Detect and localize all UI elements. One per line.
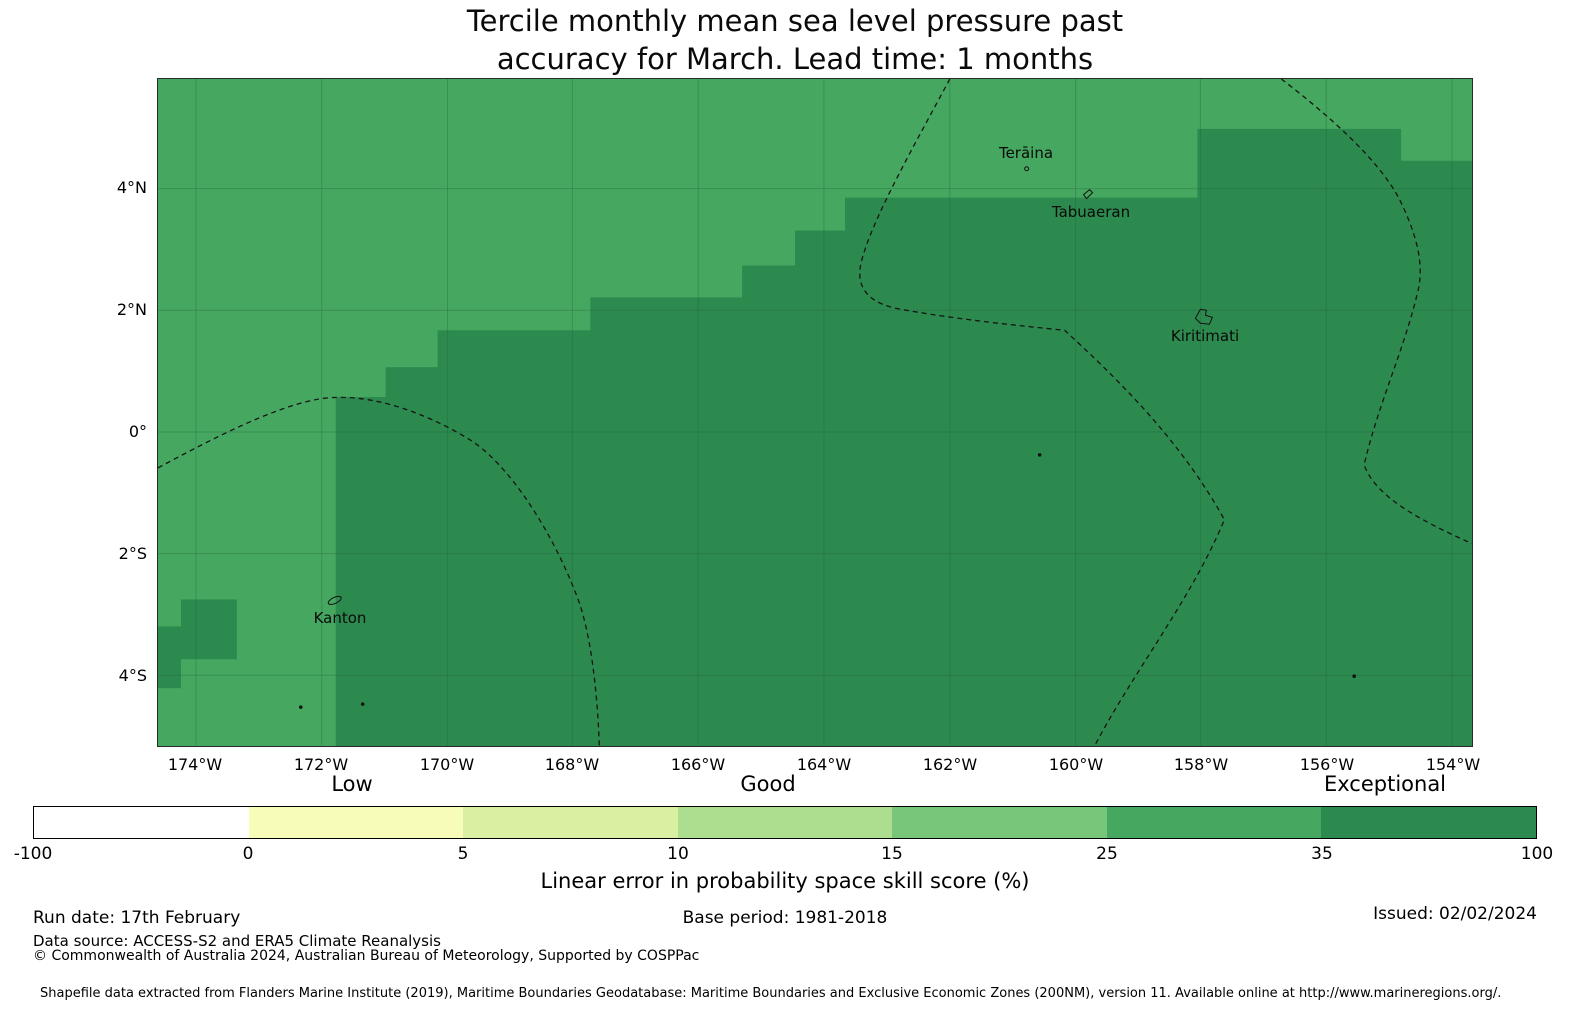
x-tick-162w: 162°W — [922, 755, 978, 774]
colorbar-segment-7 — [1321, 807, 1537, 838]
run-date-text: Run date: 17th February — [33, 908, 241, 928]
colorbar-segment-2 — [248, 807, 464, 838]
islet-dot — [360, 702, 365, 706]
islet-dot — [1352, 674, 1356, 679]
island-label-teraina: Terāina — [998, 144, 1054, 162]
x-tick-160w: 160°W — [1048, 755, 1104, 774]
x-tick-172w: 172°W — [293, 755, 349, 774]
island-label-kiritimati: Kiritimati — [1170, 327, 1240, 345]
qualitative-label-low: Low — [331, 772, 373, 796]
qualitative-label-exceptional: Exceptional — [1323, 772, 1447, 796]
skill-region-high-patch — [158, 626, 181, 689]
copyright-text: © Commonwealth of Australia 2024, Austra… — [33, 948, 700, 964]
y-tick-2s: 2°S — [118, 544, 147, 563]
x-tick-156w: 156°W — [1299, 755, 1355, 774]
colorbar-tick-15: 15 — [881, 844, 903, 864]
islet-dot — [298, 705, 303, 709]
gridlines — [158, 79, 1472, 746]
data-source-text: Data source: ACCESS-S2 and ERA5 Climate … — [33, 932, 441, 950]
x-tick-166w: 166°W — [670, 755, 726, 774]
island-label-tabuaeran: Tabuaeran — [1051, 203, 1131, 221]
skill-region-high — [335, 128, 1472, 746]
colorbar-tick-35: 35 — [1311, 844, 1333, 864]
skill-map: Terāina Tabuaeran Kiritimati Kanton — [157, 78, 1473, 747]
teraina-island-outline — [1024, 166, 1030, 172]
page-title: Tercile monthly mean sea level pressure … — [0, 2, 1590, 78]
x-tick-158w: 158°W — [1173, 755, 1229, 774]
colorbar-tick-10: 10 — [667, 844, 689, 864]
colorbar-tick-5: 5 — [457, 844, 469, 864]
kiritimati-island-outline — [1194, 308, 1214, 325]
x-tick-164w: 164°W — [796, 755, 852, 774]
base-period-text: Base period: 1981-2018 — [682, 908, 888, 928]
colorbar-caption: Linear error in probability space skill … — [540, 869, 1030, 893]
tabuaeran-island-outline — [1082, 188, 1094, 200]
x-tick-154w: 154°W — [1425, 755, 1481, 774]
colorbar-segment-3 — [463, 807, 678, 838]
eez-boundaries — [158, 79, 1472, 746]
skill-region-high-patch — [180, 599, 237, 660]
eez-boundary-central — [859, 79, 1226, 746]
colorbar-tick-0: 0 — [242, 844, 254, 864]
islet-dot — [1037, 453, 1042, 457]
y-tick-0: 0° — [128, 422, 147, 441]
issued-date-text: Issued: 02/02/2024 — [1373, 904, 1537, 924]
colorbar-segment-4 — [677, 807, 893, 838]
colorbar-segment-5 — [892, 807, 1107, 838]
colorbar-tick-neg100: -100 — [13, 844, 53, 864]
y-tick-4n: 4°N — [116, 178, 147, 197]
island-label-kanton: Kanton — [313, 609, 367, 627]
colorbar-segment-1 — [34, 807, 249, 838]
colorbar-tick-100: 100 — [1520, 844, 1554, 864]
colorbar-segment-6 — [1106, 807, 1322, 838]
skill-map-canvas — [158, 79, 1472, 746]
y-tick-2n: 2°N — [116, 300, 147, 319]
x-tick-174w: 174°W — [167, 755, 223, 774]
colorbar-tick-25: 25 — [1096, 844, 1118, 864]
x-tick-170w: 170°W — [419, 755, 475, 774]
kanton-island-outline — [327, 595, 342, 605]
x-tick-168w: 168°W — [544, 755, 600, 774]
shapefile-note: Shapefile data extracted from Flanders M… — [40, 986, 1502, 1001]
y-tick-4s: 4°S — [118, 666, 147, 685]
eez-boundary-west — [158, 396, 600, 746]
eez-boundary-east — [1280, 79, 1472, 545]
island-outlines — [298, 166, 1356, 709]
title-line-2: accuracy for March. Lead time: 1 months — [496, 42, 1094, 76]
qualitative-label-good: Good — [740, 772, 796, 796]
title-line-1: Tercile monthly mean sea level pressure … — [466, 4, 1124, 38]
colorbar — [33, 806, 1537, 839]
